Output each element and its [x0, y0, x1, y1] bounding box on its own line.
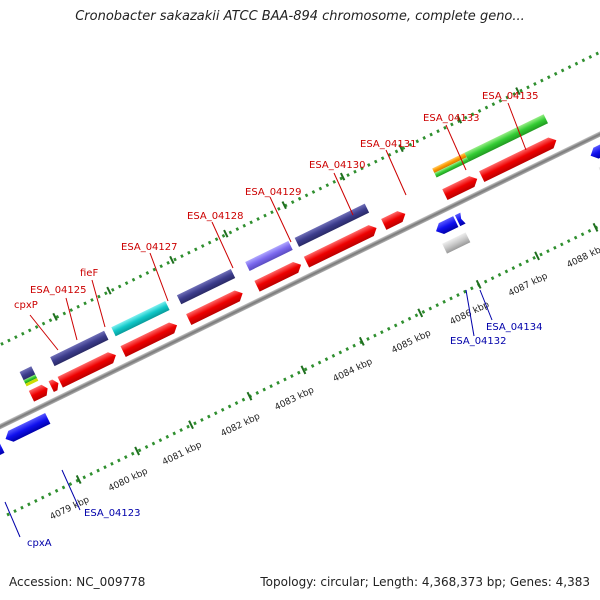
- cds-esa04132: [436, 216, 459, 234]
- callout-lines-reverse: [4, 289, 493, 538]
- cds-cpxa: [0, 442, 5, 469]
- scale-label: 4082 kbp: [219, 412, 262, 440]
- gene-labels-reverse[interactable]: ESA_04123 cpxA ESA_04132 ESA_04134: [27, 322, 543, 549]
- cds-esa04131: [381, 211, 406, 230]
- gene-label-esa04125: ESA_04125: [30, 285, 87, 296]
- cds-forward[interactable]: [28, 135, 559, 402]
- gene-label-esa04135: ESA_04135: [482, 91, 539, 102]
- gene-label-esa04130: ESA_04130: [309, 160, 366, 171]
- cog-track-forward: [19, 114, 549, 387]
- cds-esa04123: [5, 412, 51, 442]
- cds-cpxp: [28, 384, 48, 402]
- accession-text: Accession: NC_009778: [9, 575, 146, 589]
- cog-esa04130: [294, 203, 370, 247]
- scale-label: 4087 kbp: [507, 271, 550, 299]
- cog-esa04129: [245, 240, 293, 271]
- backbone: [0, 96, 600, 452]
- cog-esa04127: [111, 300, 170, 337]
- cog-cpxp: [19, 366, 36, 381]
- gene-label-fief: fieF: [80, 268, 98, 279]
- scale-label: 4084 kbp: [332, 357, 375, 385]
- cog-cpxp-green: [23, 374, 37, 384]
- gene-label-esa04134: ESA_04134: [486, 322, 543, 333]
- gene-label-esa04129: ESA_04129: [245, 187, 302, 198]
- cog-esa04133-green: [434, 157, 469, 178]
- cog-cpxp-yellow: [25, 377, 39, 387]
- cds-reverse[interactable]: [0, 130, 600, 484]
- gene-label-esa04133: ESA_04133: [423, 113, 480, 124]
- cog-esa04128: [176, 268, 236, 305]
- callout-lines-forward: [29, 102, 527, 351]
- cds-esa04133: [442, 176, 478, 201]
- gene-labels-forward[interactable]: cpxP ESA_04125 fieF ESA_04127 ESA_04128 …: [14, 91, 539, 311]
- cds-esa04127: [120, 322, 178, 357]
- map-title: Cronobacter sakazakii ATCC BAA-894 chrom…: [75, 9, 525, 24]
- cds-esa04128: [186, 290, 243, 325]
- scale-label: 4085 kbp: [390, 328, 433, 356]
- gene-label-esa04123: ESA_04123: [84, 508, 141, 519]
- topology-text: Topology: circular; Length: 4,368,373 bp…: [260, 575, 590, 589]
- cog-fief: [50, 330, 109, 367]
- cds-esa04132-b: [454, 212, 466, 227]
- gene-label-cpxp: cpxP: [14, 300, 38, 311]
- gene-label-esa04132: ESA_04132: [450, 336, 507, 347]
- cog-esa04135: [464, 114, 549, 162]
- cds-esa04129: [254, 262, 302, 292]
- gene-label-cpxa: cpxA: [27, 538, 52, 549]
- gene-label-esa04128: ESA_04128: [187, 211, 244, 222]
- cds-esa04134: [442, 232, 471, 254]
- cds-esa04135: [479, 137, 557, 183]
- cog-esa04133-orange: [432, 152, 467, 174]
- gene-label-esa04127: ESA_04127: [121, 242, 178, 253]
- scale-label: 4088 kbp: [565, 243, 600, 271]
- cds-fief: [57, 352, 116, 388]
- scale-labels: 4079 kbp 4080 kbp 4081 kbp 4082 kbp 4083…: [49, 243, 600, 523]
- cds-esa04130: [303, 225, 377, 268]
- gene-label-esa04131: ESA_04131: [360, 139, 417, 150]
- scale-label: 4080 kbp: [107, 466, 150, 494]
- scale-label: 4081 kbp: [161, 440, 204, 468]
- gc-skew-ticks: [52, 87, 599, 484]
- cds-esa04125: [48, 379, 59, 393]
- scale-label: 4083 kbp: [273, 385, 316, 413]
